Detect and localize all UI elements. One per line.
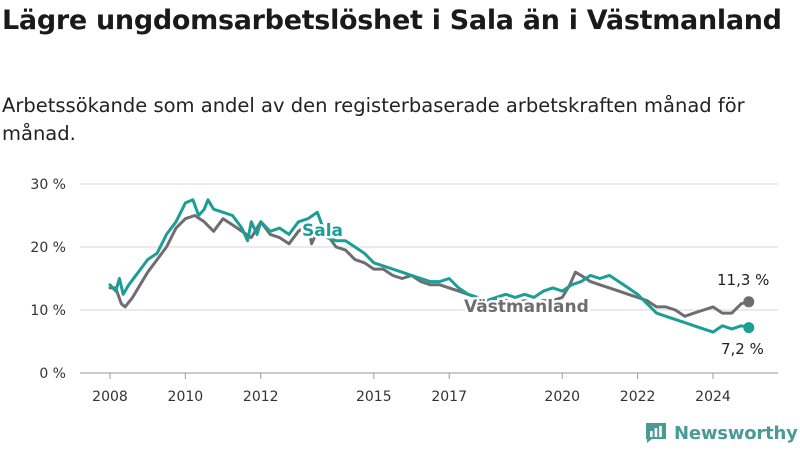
x-tick-label: 2012 xyxy=(243,389,279,405)
x-tick-label: 2017 xyxy=(431,389,467,405)
x-tick-label: 2022 xyxy=(620,389,656,405)
series-label-vastmanland: Västmanland xyxy=(464,297,589,317)
series-line-vastmanland xyxy=(108,214,751,318)
end-value-label-sala: 7,2 % xyxy=(721,340,764,358)
newsworthy-bar-chart-logo-icon xyxy=(646,423,666,443)
newsworthy-logo[interactable]: Newsworthy xyxy=(644,419,798,447)
end-point-sala xyxy=(743,322,755,334)
x-tick-label: 2024 xyxy=(695,389,731,405)
chart-title: Lägre ungdomsarbetslöshet i Sala än i Vä… xyxy=(2,5,782,36)
series-line-sala xyxy=(108,198,751,334)
y-tick-label: 30 % xyxy=(30,177,66,193)
y-tick-label: 0 % xyxy=(39,366,66,382)
y-axis-ticks: 0 % 10 % 20 % 30 % xyxy=(30,177,66,382)
end-value-label-vastmanland: 11,3 % xyxy=(717,271,769,289)
series-label-sala: Sala xyxy=(302,221,343,241)
y-tick-label: 10 % xyxy=(30,303,66,319)
brand-name: Newsworthy xyxy=(674,422,798,444)
chart-subtitle: Arbetssökande som andel av den registerb… xyxy=(2,94,745,145)
x-tick-label: 2015 xyxy=(356,389,392,405)
y-tick-label: 20 % xyxy=(30,240,66,256)
gridlines xyxy=(80,183,778,374)
x-tick-label: 2010 xyxy=(168,389,204,405)
x-tick-label: 2020 xyxy=(544,389,580,405)
series-lines xyxy=(108,198,755,334)
end-point-vastmanland xyxy=(743,296,755,308)
x-axis: 2008 2010 2012 2015 2017 2020 2022 2024 xyxy=(92,373,731,405)
x-tick-label: 2008 xyxy=(92,389,128,405)
series-labels: Sala Västmanland 11,3 % 7,2 % xyxy=(300,219,770,359)
